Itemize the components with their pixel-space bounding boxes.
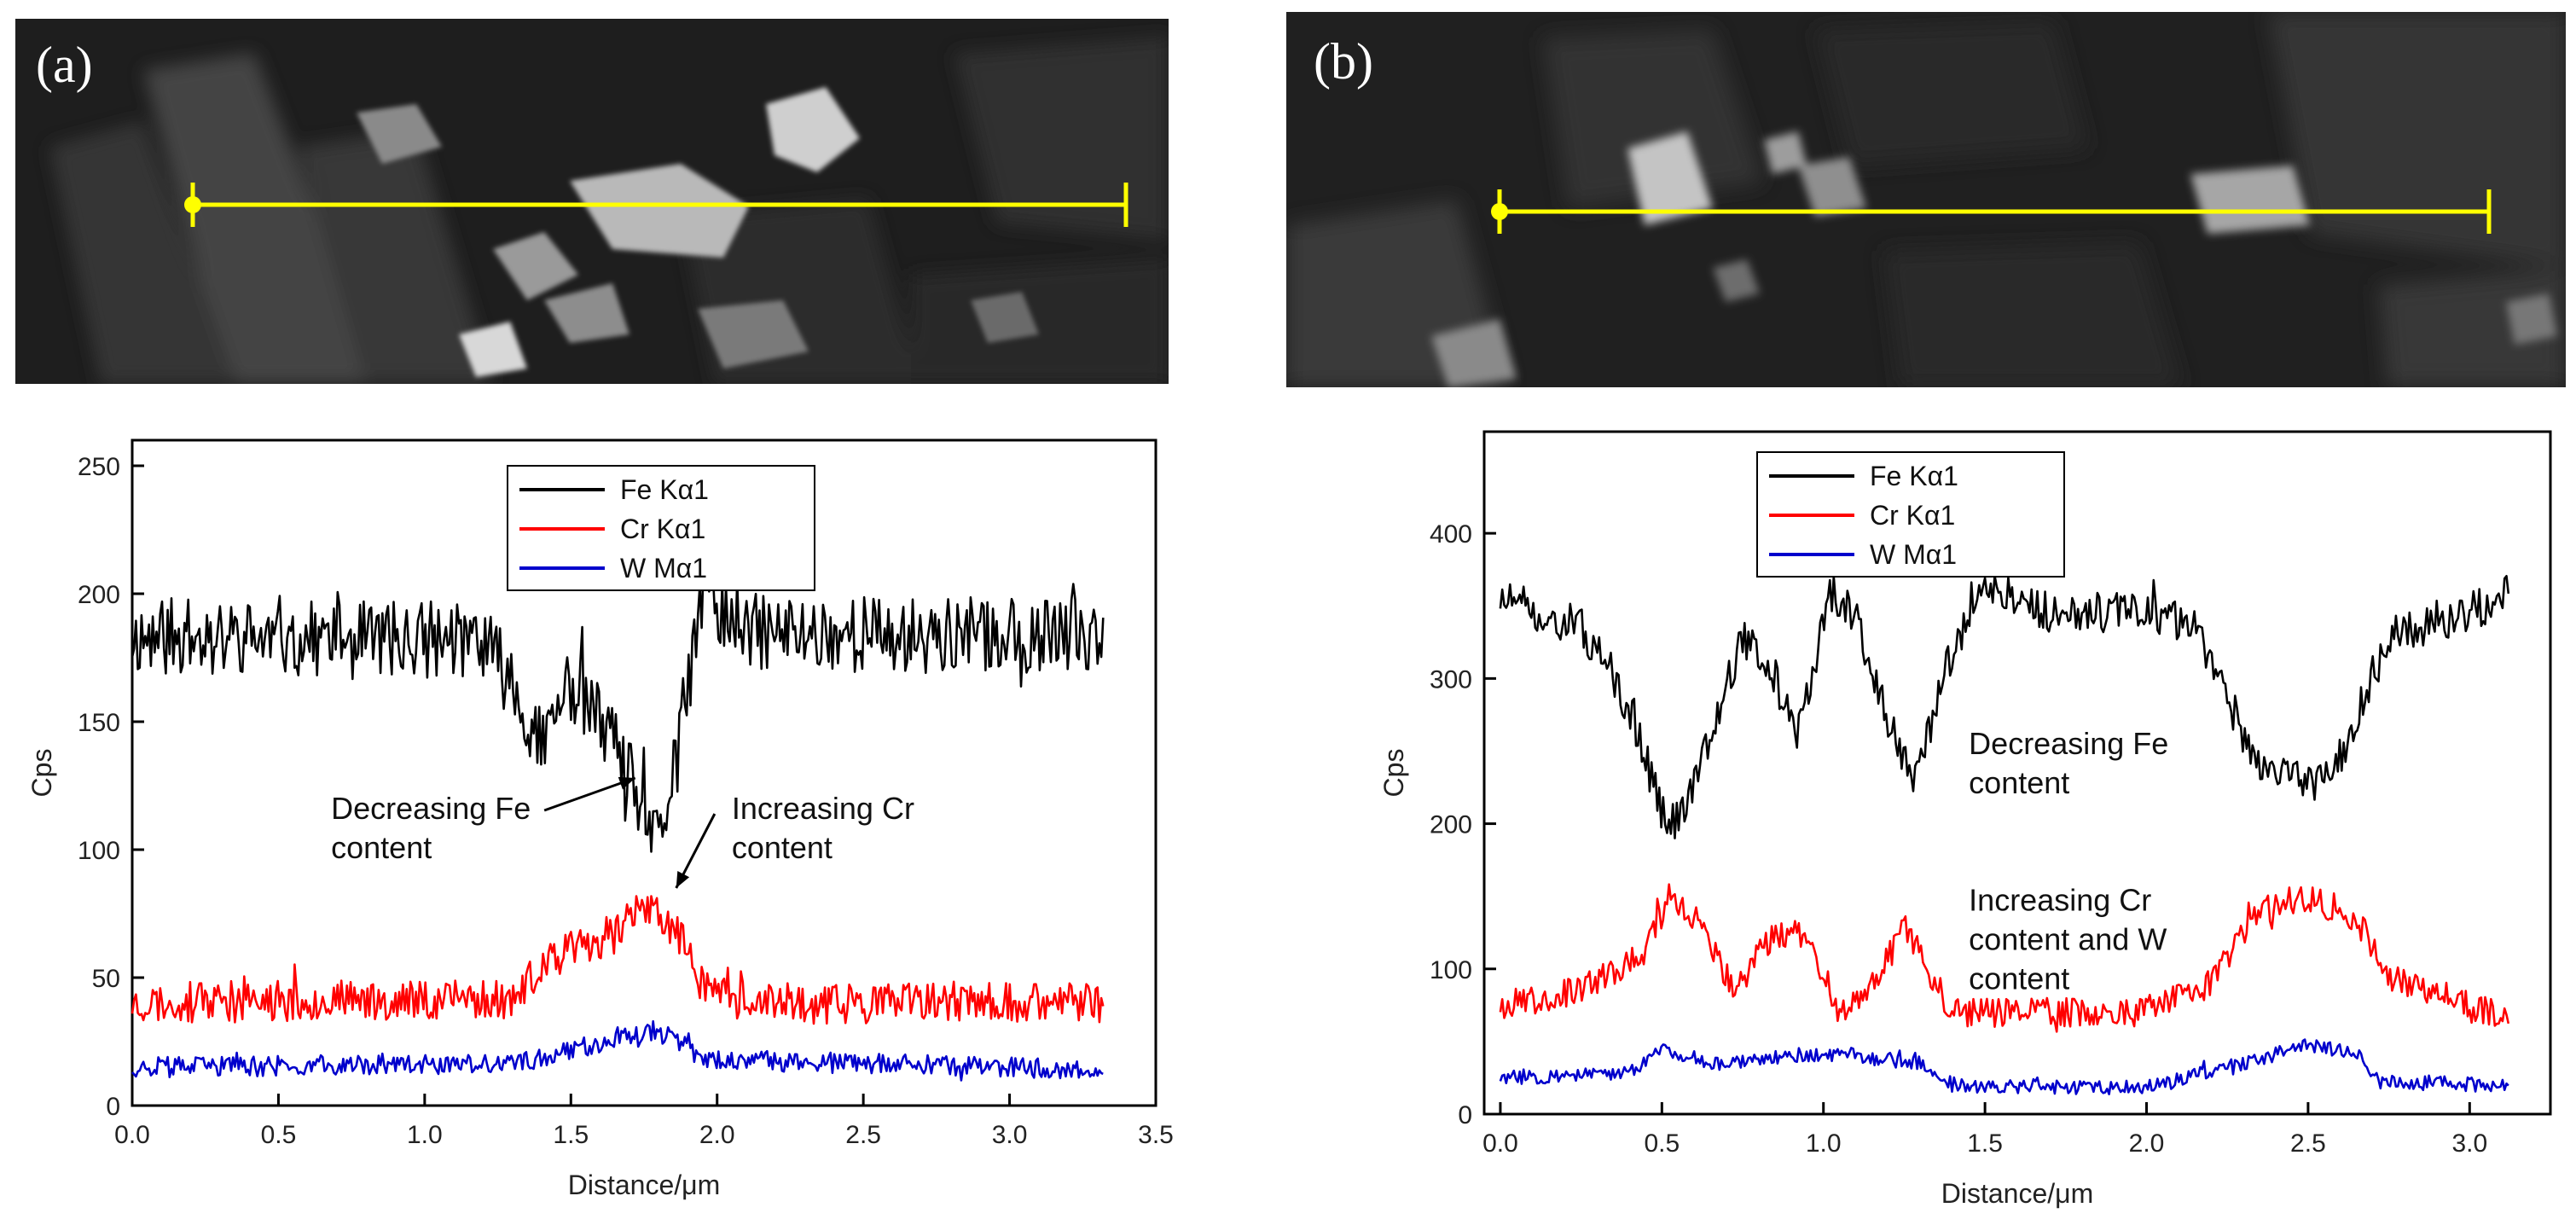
panel-b: (b) 0 100 200 300 400 0.0 0.5 1.0 1.5 2.0 2.5 3.0 Di… xyxy=(1279,0,2576,1225)
y-tick-label: 150 xyxy=(78,709,120,737)
chart-b: 0 100 200 300 400 0.0 0.5 1.0 1.5 2.0 2.5 3.0 Distan… xyxy=(1378,430,2552,1209)
series-fe-line xyxy=(131,560,1105,853)
annotation-text: content xyxy=(331,830,432,865)
series-cr-line xyxy=(131,895,1105,1025)
y-tick-label: 400 xyxy=(1430,520,1472,549)
annotation-text: Decreasing Fe xyxy=(1969,726,2168,761)
annotation-text: content and W xyxy=(1969,922,2167,957)
x-tick-label: 1.5 xyxy=(553,1121,589,1149)
y-tick-label: 50 xyxy=(92,965,120,993)
y-axis-label: Cps xyxy=(26,749,57,798)
legend-entry: W Mα1 xyxy=(620,553,707,583)
x-tick-label: 1.5 xyxy=(1967,1129,2003,1158)
annotation-text: content xyxy=(1969,765,2069,800)
x-tick-label: 2.5 xyxy=(2290,1129,2326,1158)
legend-entry: Fe Kα1 xyxy=(620,474,709,505)
x-axis-label: Distance/μm xyxy=(568,1170,720,1200)
plot-frame xyxy=(1482,430,2552,1116)
annotation-arrow xyxy=(543,776,636,812)
annotation-text: Increasing Cr xyxy=(1969,883,2151,918)
panel-label-b: (b) xyxy=(1314,33,1373,90)
x-tick-label: 3.5 xyxy=(1138,1121,1174,1149)
x-tick-label: 0.5 xyxy=(1644,1129,1680,1158)
sem-image-a xyxy=(15,19,1169,384)
y-tick-label: 300 xyxy=(1430,665,1472,694)
panel-a: (a) 0 50 100 150 200 250 0.0 0.5 1.0 1.5 2.0 2.5 3.0… xyxy=(0,0,1186,1225)
legend: Fe Kα1 Cr Kα1 W Mα1 xyxy=(507,465,815,591)
series-fe-line xyxy=(1499,574,2510,839)
y-tick-label: 100 xyxy=(78,837,120,865)
chart-a: 0 50 100 150 200 250 0.0 0.5 1.0 1.5 2.0 2.5 3.0 3.5 D… xyxy=(26,438,1174,1200)
plot-frame xyxy=(131,438,1157,1107)
sem-image-b xyxy=(1286,12,2566,387)
x-tick-label: 2.0 xyxy=(699,1121,735,1149)
x-tick-label: 2.5 xyxy=(845,1121,881,1149)
legend-entry: Fe Kα1 xyxy=(1870,461,1958,491)
annotation-arrowhead xyxy=(676,871,690,888)
legend: Fe Kα1 Cr Kα1 W Mα1 xyxy=(1756,451,2065,578)
legend-entry: Cr Kα1 xyxy=(620,514,705,544)
x-tick-label: 1.0 xyxy=(407,1121,443,1149)
y-tick-label: 100 xyxy=(1430,956,1472,984)
x-tick-label: 0.5 xyxy=(261,1121,297,1149)
annotation-text: content xyxy=(1969,961,2069,996)
series-cr-line xyxy=(1499,883,2510,1033)
y-tick-label: 200 xyxy=(78,581,120,609)
x-tick-label: 0.0 xyxy=(114,1121,150,1149)
annotation-arrowhead xyxy=(618,776,635,790)
panel-label-a: (a) xyxy=(36,37,93,93)
legend-entry: W Mα1 xyxy=(1870,539,1957,570)
x-tick-label: 0.0 xyxy=(1482,1129,1518,1158)
x-tick-label: 1.0 xyxy=(1806,1129,1842,1158)
y-tick-label: 0 xyxy=(106,1093,120,1121)
series-w-line xyxy=(1499,1038,2509,1095)
x-axis-label: Distance/μm xyxy=(1941,1178,2093,1209)
annotation-text: Increasing Cr xyxy=(732,791,914,826)
legend-entry: Cr Kα1 xyxy=(1870,500,1955,531)
annotation-text: content xyxy=(732,830,833,865)
y-axis-label: Cps xyxy=(1378,749,1409,798)
y-tick-label: 0 xyxy=(1458,1101,1472,1129)
annotation-text: Decreasing Fe xyxy=(331,791,531,826)
x-tick-label: 3.0 xyxy=(2451,1129,2487,1158)
y-tick-label: 200 xyxy=(1430,811,1472,839)
series-w-line xyxy=(131,1019,1104,1082)
y-tick-label: 250 xyxy=(78,453,120,481)
x-tick-label: 3.0 xyxy=(992,1121,1028,1149)
x-tick-label: 2.0 xyxy=(2129,1129,2165,1158)
